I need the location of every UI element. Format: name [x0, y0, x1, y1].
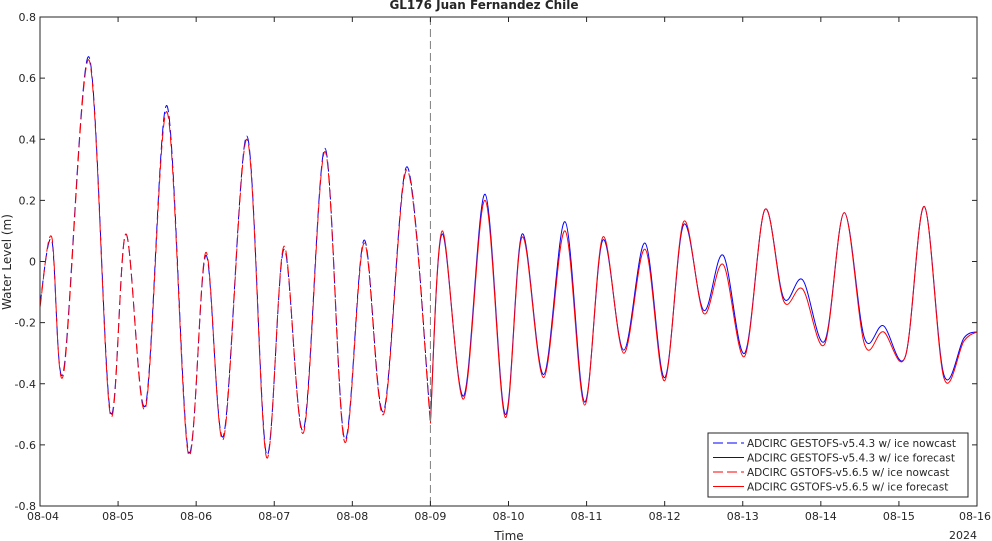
- series-layer: [39, 56, 978, 459]
- x-tick-label: 08-12: [649, 510, 681, 523]
- y-tick-label: -0.2: [15, 317, 36, 330]
- series-line-4: [429, 199, 978, 424]
- legend-label-1: ADCIRC GESTOFS-v5.4.3 w/ ice nowcast: [747, 438, 956, 450]
- x-tick-label: 08-05: [102, 510, 134, 523]
- x-tick-label: 08-09: [414, 510, 446, 523]
- y-axis-label: Water Level (m): [0, 214, 14, 310]
- legend-label-4: ADCIRC GSTOFS-v5.6.5 w/ ice forecast: [747, 482, 948, 494]
- legend: ADCIRC GESTOFS-v5.4.3 w/ ice nowcast ADCI…: [707, 432, 969, 498]
- x-tick-label: 08-11: [571, 510, 603, 523]
- x-tick-label: 08-07: [258, 510, 290, 523]
- x-tick-label: 08-04: [27, 510, 59, 523]
- y-tick-label: 0: [29, 256, 36, 269]
- x-axis-label: Time: [493, 529, 523, 541]
- y-tick-label: -0.6: [15, 439, 36, 452]
- x-tick-label: 08-15: [883, 510, 915, 523]
- x-tick-label: 08-06: [180, 510, 212, 523]
- y-tick-label: 0.4: [19, 133, 37, 146]
- y-tick-label: -0.4: [15, 378, 36, 391]
- y-tick-label: -0.8: [15, 500, 36, 513]
- x-tick-label: 08-14: [805, 510, 837, 523]
- legend-box: [707, 432, 969, 498]
- year-label: 2024: [949, 529, 977, 541]
- axes-layer: -0.8 -0.6 -0.4 -0.2 0 0.2 0.4 0.6 0.8 08-04 08-05 0…: [15, 11, 991, 523]
- x-tick-label: 08-13: [727, 510, 759, 523]
- y-tick-label: 0.8: [19, 11, 37, 24]
- series-line-3: [39, 59, 431, 459]
- x-tick-label: 08-16: [959, 510, 991, 523]
- legend-label-3: ADCIRC GSTOFS-v5.6.5 w/ ice nowcast: [747, 467, 949, 479]
- x-tick-label: 08-10: [493, 510, 525, 523]
- y-tick-label: 0.6: [19, 72, 37, 85]
- y-tick-label: 0.2: [19, 194, 37, 207]
- chart-title: GL176 Juan Fernandez Chile: [389, 0, 578, 12]
- x-tick-label: 08-08: [336, 510, 368, 523]
- plot-area-background: [40, 17, 977, 506]
- legend-label-2: ADCIRC GESTOFS-v5.4.3 w/ ice forecast: [747, 453, 955, 465]
